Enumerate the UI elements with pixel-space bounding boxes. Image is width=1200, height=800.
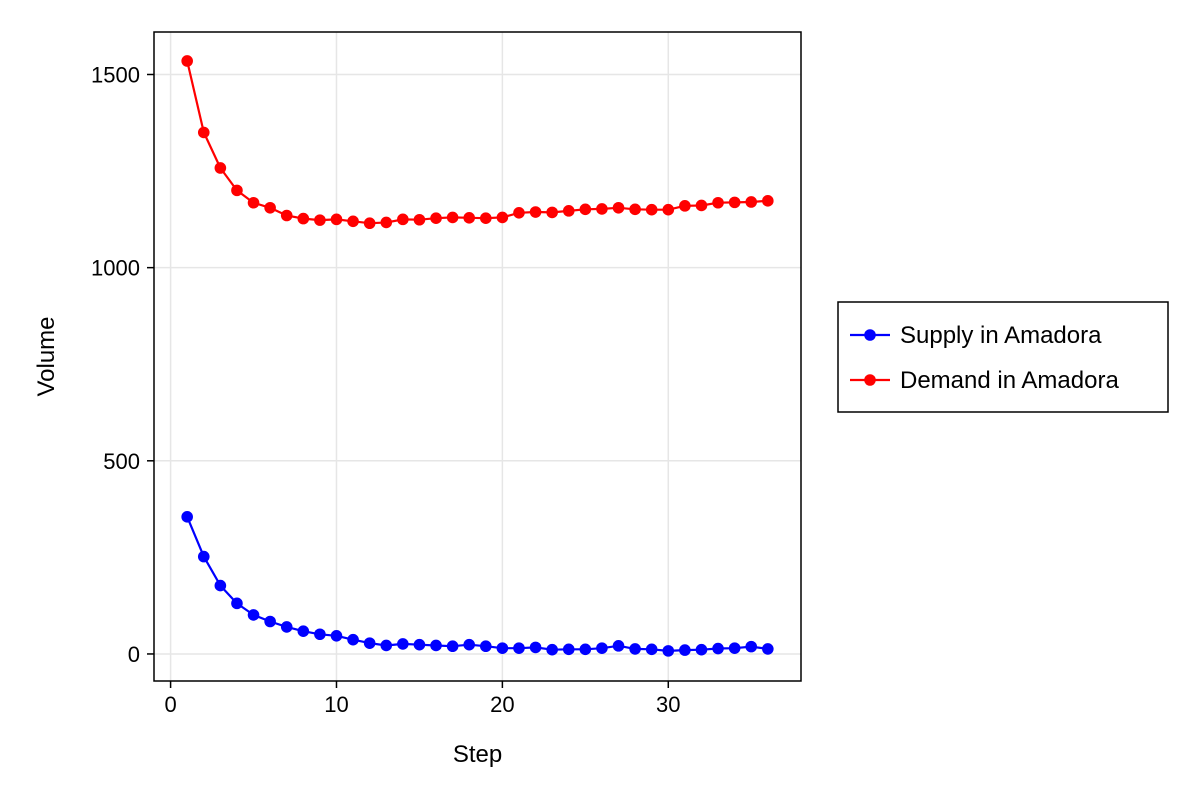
data-point (546, 206, 558, 219)
data-point (231, 184, 243, 197)
data-point (330, 213, 343, 226)
legend-label: Demand in Amadora (900, 367, 1119, 394)
data-point (745, 196, 758, 208)
legend-marker (864, 329, 876, 341)
data-point (363, 637, 376, 649)
data-point (181, 511, 193, 523)
data-point (612, 201, 625, 214)
data-point (612, 640, 625, 652)
data-point (314, 214, 326, 226)
legend-item: Demand in Amadora (850, 367, 1119, 394)
data-point (380, 216, 393, 229)
data-point (297, 212, 310, 225)
data-point (662, 645, 675, 657)
data-point (762, 643, 774, 655)
data-point (430, 639, 442, 652)
data-point (463, 212, 476, 224)
x-tick-label: 30 (656, 692, 680, 717)
data-point (413, 213, 426, 226)
data-point (579, 203, 592, 216)
grid (154, 32, 801, 681)
y-tick-label: 1500 (91, 62, 140, 87)
data-point (513, 642, 525, 654)
data-point (496, 211, 509, 224)
data-point (645, 203, 658, 216)
data-point (629, 203, 641, 216)
data-point (745, 640, 758, 653)
data-point (695, 199, 708, 212)
data-point (712, 196, 724, 209)
data-point (712, 642, 724, 655)
data-point (629, 643, 641, 655)
series-supply (181, 511, 774, 657)
x-axis-title: Step (453, 741, 502, 768)
data-point (596, 203, 608, 215)
data-point (446, 211, 459, 224)
y-tick-label: 0 (128, 642, 140, 667)
data-point (197, 550, 210, 563)
axis-ticks: 0 10 20 30 0 500 1000 1500 (91, 62, 680, 717)
data-point (529, 641, 542, 654)
legend-label: Supply in Amadora (900, 322, 1102, 349)
plot-area (153, 31, 802, 682)
y-tick-label: 1000 (91, 256, 140, 281)
legend-marker (864, 374, 876, 386)
y-tick-label: 500 (103, 449, 140, 474)
data-point (562, 205, 575, 217)
data-point (529, 206, 542, 218)
series-line (186, 60, 768, 225)
data-point (397, 638, 409, 650)
legend-item: Supply in Amadora (850, 322, 1102, 349)
data-point (347, 215, 359, 228)
x-tick-label: 0 (164, 692, 176, 717)
data-point (264, 615, 276, 628)
data-point (596, 642, 608, 654)
data-point (380, 639, 393, 652)
data-point (728, 196, 741, 209)
data-point (546, 643, 558, 656)
data-point (479, 640, 492, 653)
data-point (463, 638, 476, 651)
data-point (479, 212, 492, 225)
data-point (413, 638, 426, 651)
data-point (214, 579, 227, 592)
data-point (662, 203, 675, 216)
data-point (679, 644, 691, 656)
data-point (197, 126, 210, 139)
data-point (280, 621, 293, 633)
x-tick-label: 10 (324, 692, 348, 717)
data-point (513, 206, 525, 219)
y-axis-title: Volume (33, 316, 60, 396)
data-point (347, 633, 359, 646)
data-point (363, 217, 376, 230)
data-point (728, 642, 741, 654)
series-layer (181, 55, 774, 657)
x-tick-label: 20 (490, 692, 514, 717)
data-point (695, 643, 708, 656)
data-point (247, 609, 260, 621)
data-point (181, 55, 193, 67)
series-line (186, 516, 768, 653)
data-point (430, 212, 442, 225)
data-point (645, 643, 658, 656)
data-point (562, 643, 575, 656)
data-point (496, 642, 509, 654)
legend: Supply in Amadora Demand in Amadora (837, 301, 1169, 413)
data-point (297, 625, 310, 637)
data-point (264, 201, 276, 214)
data-point (579, 643, 592, 656)
series-demand (181, 55, 774, 230)
data-point (247, 196, 260, 209)
data-point (679, 200, 691, 212)
data-point (280, 209, 293, 222)
data-point (762, 195, 774, 207)
data-point (446, 640, 459, 653)
data-point (214, 162, 227, 174)
data-point (231, 597, 243, 610)
data-point (330, 630, 343, 642)
data-point (397, 213, 409, 226)
data-point (314, 628, 326, 641)
legend-box (837, 301, 1169, 413)
